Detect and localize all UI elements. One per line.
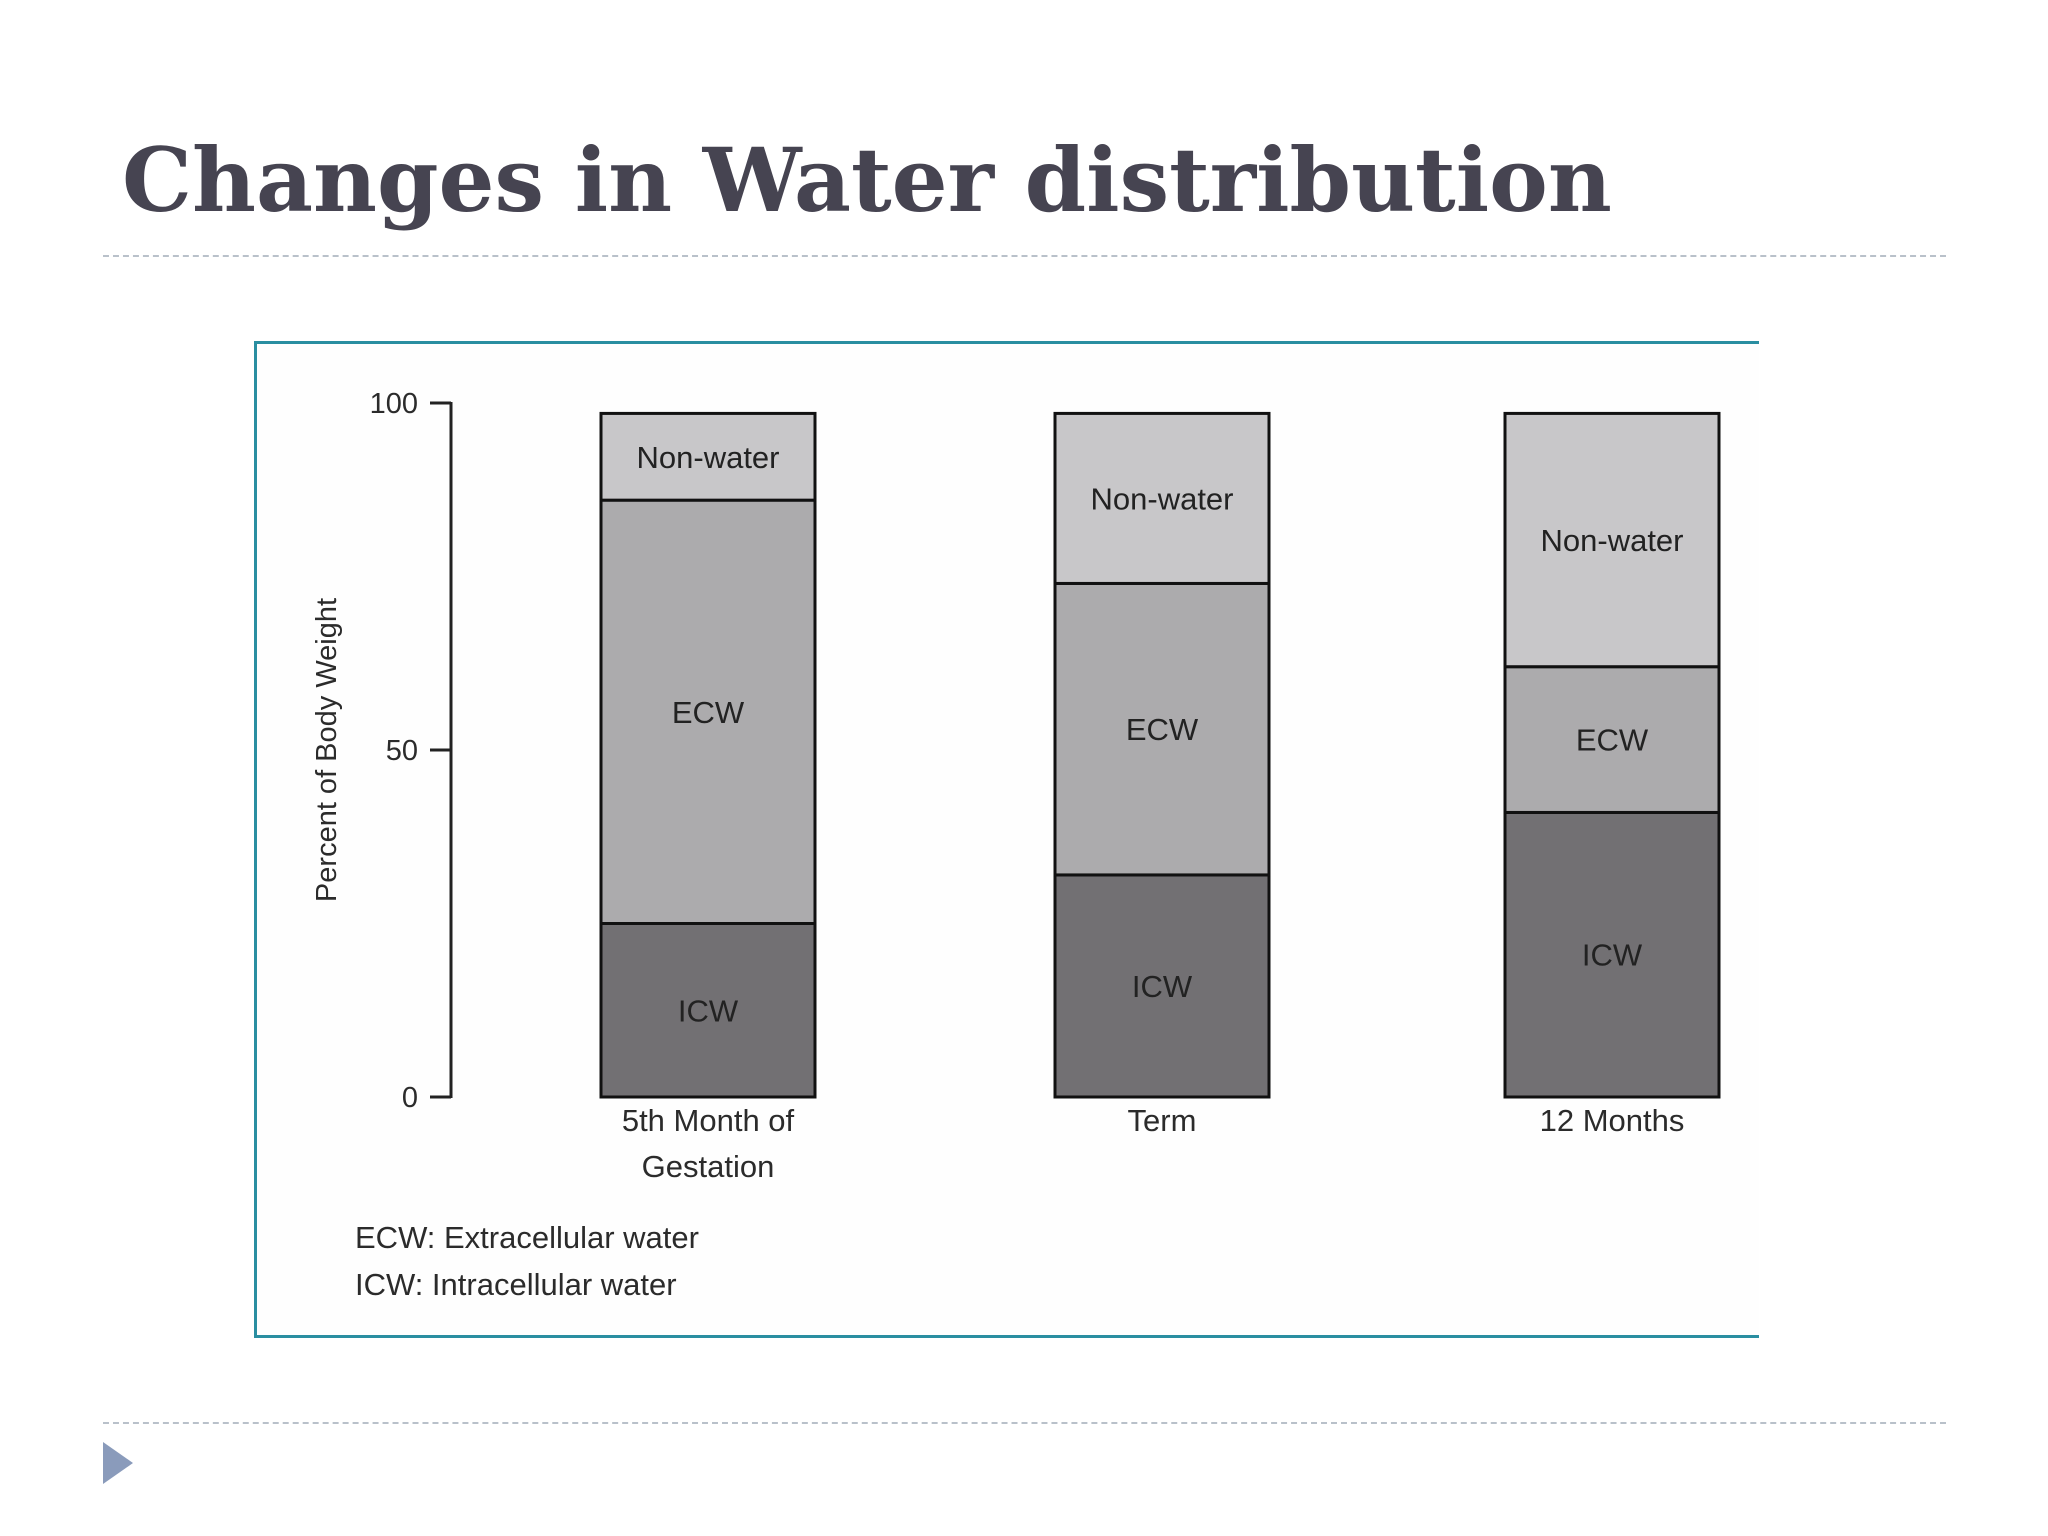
segment-label: ICW (1132, 969, 1193, 1004)
bar-segment-ecw (1503, 665, 1721, 814)
bar-segment-ecw (1053, 581, 1271, 877)
bar-segment-ecw (599, 498, 817, 925)
legend-entry: ICW: Intracellular water (355, 1267, 677, 1302)
segment-label: ICW (1582, 938, 1643, 973)
y-tick-label: 100 (370, 388, 418, 420)
legend-entry: ECW: Extracellular water (355, 1220, 699, 1255)
x-tick-label: Term (1128, 1103, 1197, 1138)
segment-label: ICW (678, 993, 739, 1028)
y-axis-label: Percent of Body Weight (311, 598, 343, 902)
y-tick-label: 0 (402, 1082, 418, 1114)
segment-label: Non-water (1091, 481, 1234, 516)
footer-divider (103, 1422, 1946, 1424)
segment-label: ECW (672, 695, 745, 730)
segment-label: Non-water (1541, 523, 1684, 558)
x-tick-label: 5th Month of (622, 1103, 795, 1138)
bar-segment-icw (1053, 873, 1271, 1099)
triangle-bullet-icon (103, 1442, 133, 1484)
x-tick-label: Gestation (642, 1149, 775, 1184)
segment-label: ECW (1576, 723, 1649, 758)
bar-segment-non-water (599, 411, 817, 502)
segment-label: Non-water (637, 440, 780, 475)
segment-label: ECW (1126, 712, 1199, 747)
bar-segment-icw (599, 922, 817, 1099)
bar-segment-non-water (1503, 411, 1721, 669)
title-divider (103, 255, 1946, 257)
x-tick-label: 12 Months (1540, 1103, 1685, 1138)
slide-title: Changes in Water distribution (122, 128, 1612, 232)
stacked-bar-chart: 0 50 100 Percent of Body Weight ICW ECW Non-wa… (311, 388, 1721, 1302)
bar-segment-non-water (1053, 411, 1271, 585)
bar-segment-icw (1503, 810, 1721, 1099)
y-tick-label: 50 (386, 735, 418, 767)
chart-frame: 0 50 100 Percent of Body Weight ICW ECW Non-wa… (254, 341, 1759, 1338)
